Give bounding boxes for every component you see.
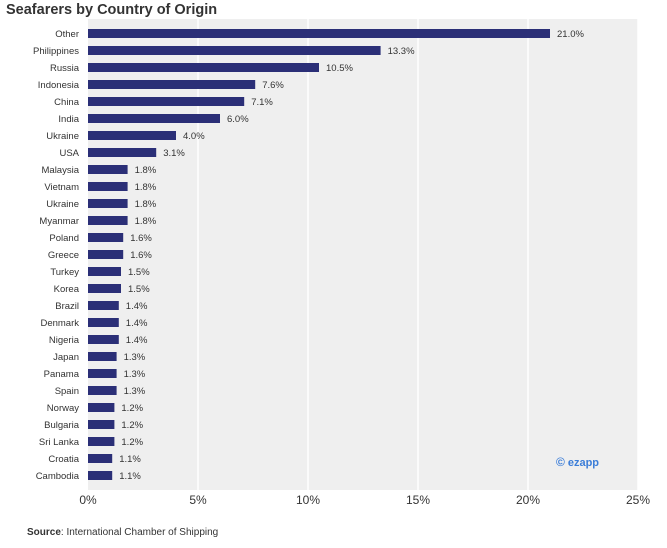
bar xyxy=(88,318,119,327)
category-label: Indonesia xyxy=(38,80,80,91)
value-label: 1.8% xyxy=(135,199,157,210)
value-label: 1.1% xyxy=(119,471,141,482)
category-label: Myanmar xyxy=(39,216,79,227)
value-label: 10.5% xyxy=(326,63,353,74)
bar xyxy=(88,97,245,106)
bar xyxy=(88,182,128,191)
value-label: 21.0% xyxy=(557,29,584,40)
ezapp-logo: © ezapp xyxy=(556,455,599,469)
bar xyxy=(88,233,124,242)
logo-text: ezapp xyxy=(567,457,600,469)
category-label: Cambodia xyxy=(36,471,80,482)
category-label: Bulgaria xyxy=(44,420,80,431)
category-label: Ukraine xyxy=(46,131,79,142)
value-label: 7.1% xyxy=(251,97,273,108)
category-label: Malaysia xyxy=(42,165,80,176)
value-label: 1.5% xyxy=(128,267,150,278)
category-label: Denmark xyxy=(40,318,79,329)
category-label: Croatia xyxy=(48,454,79,465)
value-label: 1.2% xyxy=(121,437,143,448)
category-label: Other xyxy=(55,29,79,40)
category-label: Spain xyxy=(55,386,79,397)
x-tick-label: 25% xyxy=(626,493,650,507)
bar xyxy=(88,165,128,174)
bar xyxy=(88,250,124,259)
value-label: 1.2% xyxy=(121,420,143,431)
bar xyxy=(88,199,128,208)
copyright-icon: © xyxy=(556,455,565,469)
bar xyxy=(88,63,319,72)
bar xyxy=(88,454,113,463)
category-label: Greece xyxy=(48,250,79,261)
category-label: Norway xyxy=(47,403,79,414)
value-label: 7.6% xyxy=(262,80,284,91)
category-label: India xyxy=(58,114,79,125)
category-label: Poland xyxy=(49,233,79,244)
bar xyxy=(88,420,115,429)
bar xyxy=(88,369,117,378)
value-label: 1.3% xyxy=(124,352,146,363)
value-label: 1.8% xyxy=(135,165,157,176)
value-label: 1.6% xyxy=(130,250,152,261)
category-label: Sri Lanka xyxy=(39,437,80,448)
category-label: USA xyxy=(59,148,79,159)
chart-title: Seafarers by Country of Origin xyxy=(6,2,218,18)
category-label: Panama xyxy=(44,369,80,380)
bar xyxy=(88,301,119,310)
bar xyxy=(88,335,119,344)
bar xyxy=(88,403,115,412)
value-label: 1.3% xyxy=(124,386,146,397)
value-label: 1.5% xyxy=(128,284,150,295)
value-label: 1.2% xyxy=(121,403,143,414)
value-label: 3.1% xyxy=(163,148,185,159)
value-label: 6.0% xyxy=(227,114,249,125)
bar xyxy=(88,352,117,361)
bar xyxy=(88,80,256,89)
bar xyxy=(88,386,117,395)
bar xyxy=(88,46,381,55)
category-label: Turkey xyxy=(50,267,79,278)
category-label: Brazil xyxy=(55,301,79,312)
category-label: Philippines xyxy=(33,46,79,57)
x-tick-label: 0% xyxy=(79,493,97,507)
value-label: 13.3% xyxy=(388,46,415,57)
value-label: 1.6% xyxy=(130,233,152,244)
value-label: 1.8% xyxy=(135,216,157,227)
bar xyxy=(88,148,157,157)
plot-area xyxy=(88,19,638,490)
value-label: 1.4% xyxy=(126,301,148,312)
source-note: Source: International Chamber of Shippin… xyxy=(27,527,218,538)
x-tick-label: 10% xyxy=(296,493,320,507)
category-label: Korea xyxy=(54,284,80,295)
bar xyxy=(88,216,128,225)
bar xyxy=(88,471,113,480)
category-label: Russia xyxy=(50,63,80,74)
x-tick-label: 15% xyxy=(406,493,430,507)
source-label: Source xyxy=(27,527,61,538)
x-tick-label: 20% xyxy=(516,493,540,507)
bar xyxy=(88,437,115,446)
value-label: 1.3% xyxy=(124,369,146,380)
category-label: China xyxy=(54,97,80,108)
value-label: 1.4% xyxy=(126,335,148,346)
bar xyxy=(88,284,121,293)
value-label: 1.8% xyxy=(135,182,157,193)
bar xyxy=(88,267,121,276)
value-label: 1.1% xyxy=(119,454,141,465)
value-label: 4.0% xyxy=(183,131,205,142)
value-label: 1.4% xyxy=(126,318,148,329)
bar xyxy=(88,114,220,123)
x-tick-label: 5% xyxy=(189,493,207,507)
bar xyxy=(88,131,176,140)
category-label: Japan xyxy=(53,352,79,363)
bar xyxy=(88,29,550,38)
category-label: Nigeria xyxy=(49,335,80,346)
category-label: Vietnam xyxy=(44,182,79,193)
source-text: : International Chamber of Shipping xyxy=(60,527,219,538)
category-label: Ukraine xyxy=(46,199,79,210)
